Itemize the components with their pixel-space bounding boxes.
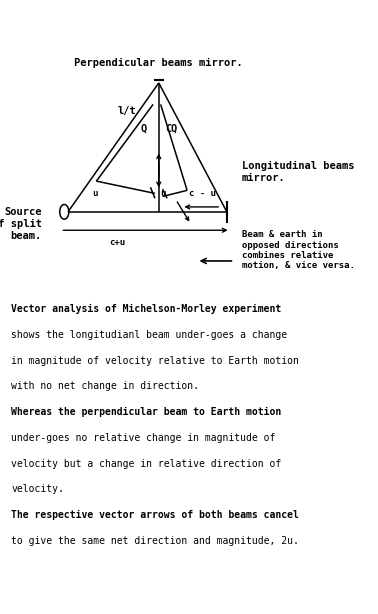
Text: l/t: l/t [117, 106, 136, 115]
Text: with no net change in direction.: with no net change in direction. [11, 381, 199, 391]
Text: to give the same net direction and magnitude, 2u.: to give the same net direction and magni… [11, 536, 299, 546]
Text: u: u [160, 189, 165, 198]
Text: The respective vector arrows of both beams cancel: The respective vector arrows of both bea… [11, 510, 299, 520]
Text: Whereas the perpendicular beam to Earth motion: Whereas the perpendicular beam to Earth … [11, 407, 282, 417]
Text: velocity.: velocity. [11, 484, 64, 494]
Text: Q: Q [171, 124, 177, 134]
Text: Q: Q [141, 124, 147, 134]
Text: shows the longitudianl beam under-goes a change: shows the longitudianl beam under-goes a… [11, 330, 287, 340]
Text: Perpendicular beams mirror.: Perpendicular beams mirror. [74, 58, 243, 68]
Text: Vector analysis of Michelson-Morley experiment: Vector analysis of Michelson-Morley expe… [11, 304, 282, 314]
Text: c - u: c - u [189, 189, 216, 198]
Text: in magnitude of velocity relative to Earth motion: in magnitude of velocity relative to Ear… [11, 356, 299, 365]
Text: c+u: c+u [109, 238, 125, 247]
Text: Beam & earth in
opposed directions
combines relative
motion, & vice versa.: Beam & earth in opposed directions combi… [242, 230, 355, 270]
Text: Longitudinal beams
mirror.: Longitudinal beams mirror. [242, 161, 355, 183]
Text: u: u [92, 189, 97, 198]
Text: under-goes no relative change in magnitude of: under-goes no relative change in magnitu… [11, 433, 276, 443]
Text: C: C [165, 124, 171, 134]
Text: velocity but a change in relative direction of: velocity but a change in relative direct… [11, 459, 282, 468]
Text: Source
of split
beam.: Source of split beam. [0, 208, 42, 241]
